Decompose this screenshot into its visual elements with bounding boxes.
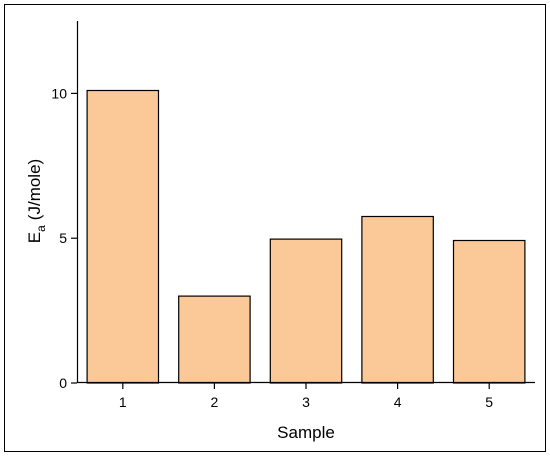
y-tick-label: 5 [59, 230, 67, 246]
x-ticks-group: 1 2 3 4 5 [119, 383, 493, 410]
x-tick-label: 2 [211, 394, 219, 410]
axes-group [76, 21, 535, 384]
bar-sample-1 [86, 89, 160, 384]
y-axis-title-main: E [25, 232, 44, 243]
bar-sample-2 [178, 295, 251, 384]
x-axis-title: Sample [277, 423, 335, 442]
x-tick-label: 1 [119, 394, 127, 410]
x-tick-label: 4 [394, 394, 402, 410]
y-tick-label: 0 [59, 375, 67, 391]
bars-group [86, 89, 526, 384]
x-tick-label: 5 [485, 394, 493, 410]
bar-sample-4 [361, 215, 434, 384]
y-tick-label: 10 [51, 85, 67, 101]
y-axis-title-units: (J/mole) [25, 159, 44, 220]
figure-frame [4, 4, 546, 452]
bar-sample-5 [452, 239, 526, 384]
bar-sample-3 [269, 238, 343, 384]
y-axis-title: Ea (J/mole) [25, 159, 48, 243]
x-tick-label: 3 [302, 394, 310, 410]
y-ticks-group: 0 5 10 [51, 85, 77, 391]
y-axis-title-subscript: a [34, 225, 48, 232]
